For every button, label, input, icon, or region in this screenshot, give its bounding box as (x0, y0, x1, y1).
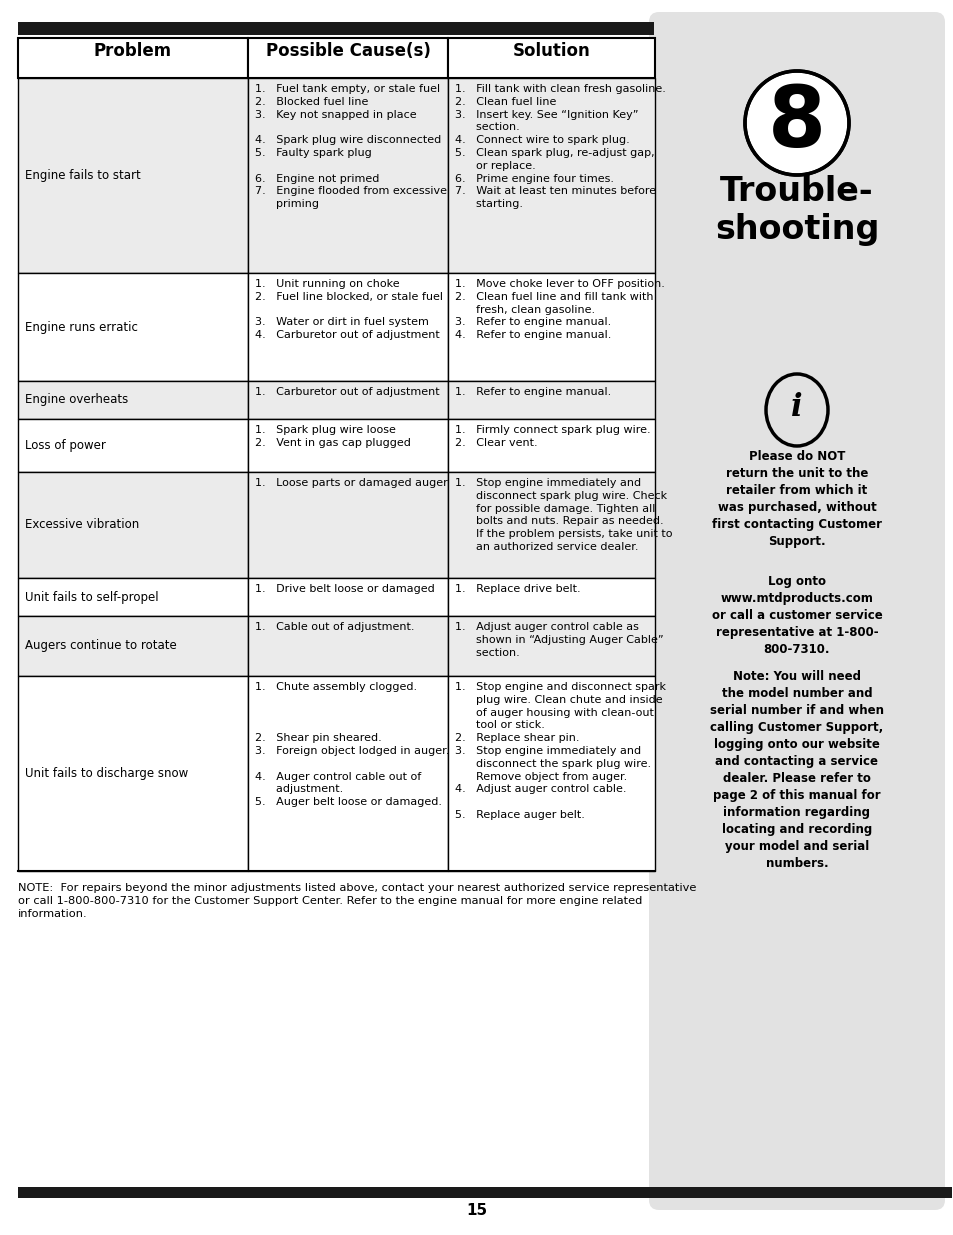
Text: Engine runs erratic: Engine runs erratic (25, 321, 138, 333)
Bar (18, 273, 248, 382)
Text: 1.   Cable out of adjustment.: 1. Cable out of adjustment. (254, 622, 414, 632)
Bar (248, 273, 448, 382)
Text: Augers continue to rotate: Augers continue to rotate (25, 640, 176, 652)
Text: Engine fails to start: Engine fails to start (25, 169, 141, 182)
Text: Trouble-
shooting: Trouble- shooting (714, 175, 879, 246)
Bar (448, 78, 655, 273)
Text: 8: 8 (767, 83, 825, 163)
Text: 1.   Unit running on choke
2.   Fuel line blocked, or stale fuel

3.   Water or : 1. Unit running on choke 2. Fuel line bl… (254, 279, 442, 340)
Bar (18, 78, 248, 273)
Text: 1.   Replace drive belt.: 1. Replace drive belt. (455, 584, 580, 594)
Text: 1.   Adjust auger control cable as
      shown in “Adjusting Auger Cable”
      : 1. Adjust auger control cable as shown i… (455, 622, 663, 657)
Bar (448, 616, 655, 676)
Bar (448, 419, 655, 472)
Text: 1.   Chute assembly clogged.



2.   Shear pin sheared.
3.   Foreign object lodg: 1. Chute assembly clogged. 2. Shear pin … (254, 682, 449, 808)
Text: Please do NOT
return the unit to the
retailer from which it
was purchased, witho: Please do NOT return the unit to the ret… (711, 450, 882, 548)
Text: 1.   Stop engine immediately and
      disconnect spark plug wire. Check
      f: 1. Stop engine immediately and disconnec… (455, 478, 672, 552)
Bar (248, 472, 448, 578)
Bar (448, 472, 655, 578)
Bar (448, 382, 655, 419)
Bar (18, 382, 248, 419)
Text: 1.   Stop engine and disconnect spark
      plug wire. Clean chute and inside
  : 1. Stop engine and disconnect spark plug… (455, 682, 665, 820)
Bar (248, 578, 448, 616)
Text: Solution: Solution (512, 42, 590, 61)
Bar (18, 22, 654, 35)
Bar (248, 78, 448, 273)
Bar (18, 38, 248, 78)
Text: Excessive vibration: Excessive vibration (25, 519, 139, 531)
Bar (18, 419, 248, 472)
Text: Unit fails to self-propel: Unit fails to self-propel (25, 590, 158, 604)
Bar (448, 273, 655, 382)
Bar (248, 419, 448, 472)
FancyBboxPatch shape (648, 12, 944, 1210)
Text: 1.   Carburetor out of adjustment: 1. Carburetor out of adjustment (254, 387, 439, 396)
Text: 1.   Fill tank with clean fresh gasoline.
2.   Clean fuel line
3.   Insert key. : 1. Fill tank with clean fresh gasoline. … (455, 84, 665, 209)
Bar (18, 578, 248, 616)
Text: 1.   Drive belt loose or damaged: 1. Drive belt loose or damaged (254, 584, 435, 594)
Bar (18, 472, 248, 578)
Bar (448, 676, 655, 871)
Text: Possible Cause(s): Possible Cause(s) (265, 42, 430, 61)
Bar (18, 1187, 951, 1198)
Text: 1.   Firmly connect spark plug wire.
2.   Clear vent.: 1. Firmly connect spark plug wire. 2. Cl… (455, 425, 650, 448)
Text: Engine overheats: Engine overheats (25, 394, 128, 406)
Bar (248, 616, 448, 676)
Text: 1.   Loose parts or damaged auger: 1. Loose parts or damaged auger (254, 478, 447, 488)
Bar (248, 38, 448, 78)
Bar (248, 382, 448, 419)
Bar (18, 616, 248, 676)
Text: 1.   Refer to engine manual.: 1. Refer to engine manual. (455, 387, 611, 396)
Bar (448, 38, 655, 78)
Text: Note: You will need
the model number and
serial number if and when
calling Custo: Note: You will need the model number and… (709, 671, 883, 869)
Text: i: i (790, 393, 802, 424)
Text: 1.   Move choke lever to OFF position.
2.   Clean fuel line and fill tank with
 : 1. Move choke lever to OFF position. 2. … (455, 279, 664, 340)
Bar (448, 578, 655, 616)
Text: 1.   Fuel tank empty, or stale fuel
2.   Blocked fuel line
3.   Key not snapped : 1. Fuel tank empty, or stale fuel 2. Blo… (254, 84, 447, 209)
Text: Loss of power: Loss of power (25, 438, 106, 452)
Text: 15: 15 (466, 1203, 487, 1218)
Text: Problem: Problem (93, 42, 172, 61)
Text: NOTE:  For repairs beyond the minor adjustments listed above, contact your neare: NOTE: For repairs beyond the minor adjus… (18, 883, 696, 919)
Text: Log onto
www.mtdproducts.com
or call a customer service
representative at 1-800-: Log onto www.mtdproducts.com or call a c… (711, 576, 882, 656)
Text: 1.   Spark plug wire loose
2.   Vent in gas cap plugged: 1. Spark plug wire loose 2. Vent in gas … (254, 425, 411, 448)
Text: Unit fails to discharge snow: Unit fails to discharge snow (25, 767, 188, 781)
Circle shape (744, 70, 848, 175)
Bar (248, 676, 448, 871)
Bar (18, 676, 248, 871)
